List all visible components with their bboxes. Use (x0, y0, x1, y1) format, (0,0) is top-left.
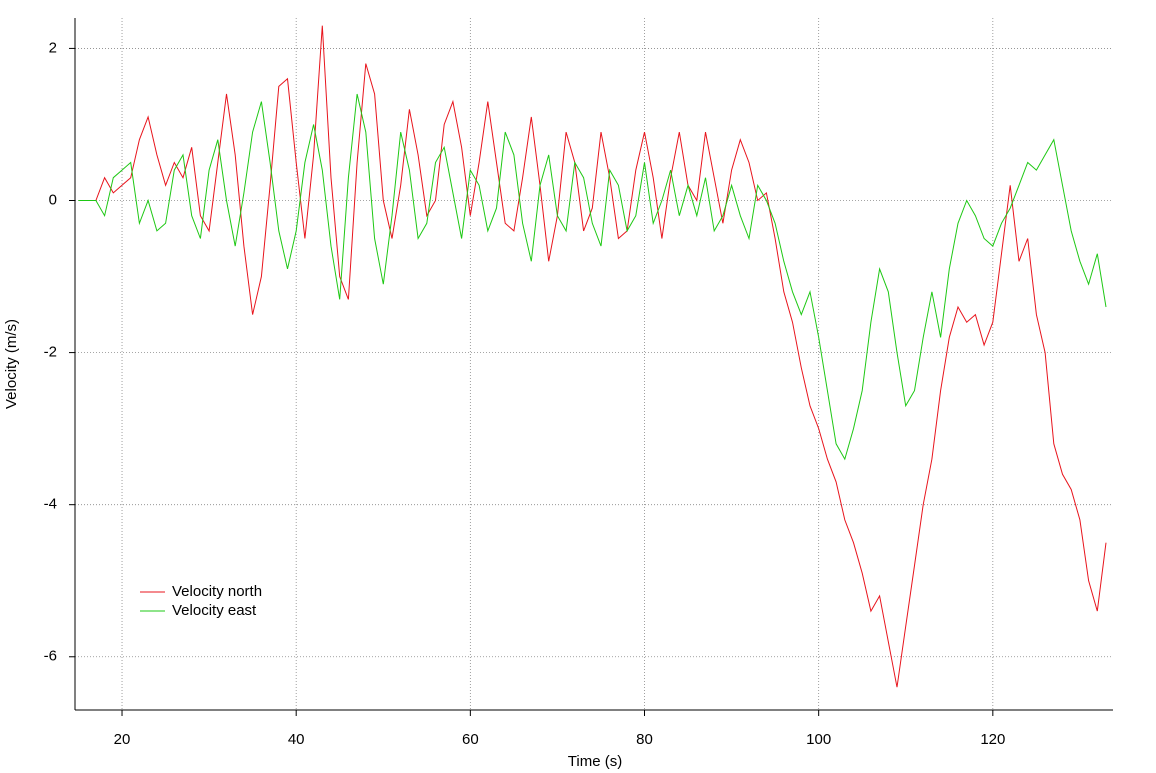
y-tick-label: -6 (44, 648, 57, 665)
x-axis-label: Time (s) (568, 753, 622, 770)
x-tick-label: 20 (114, 731, 131, 748)
y-tick-label: 2 (49, 39, 57, 56)
legend-label: Velocity east (172, 602, 257, 619)
x-tick-label: 80 (636, 731, 653, 748)
y-tick-label: -4 (44, 496, 57, 513)
y-axis-label: Velocity (m/s) (3, 319, 20, 409)
x-tick-label: 100 (806, 731, 831, 748)
data-line (78, 25, 1107, 688)
legend-label: Velocity north (172, 583, 262, 600)
x-tick-label: 40 (288, 731, 305, 748)
y-tick-label: 0 (49, 191, 57, 208)
x-tick-label: 60 (462, 731, 479, 748)
data-line (78, 93, 1107, 461)
x-tick-label: 120 (980, 731, 1005, 748)
y-tick-label: -2 (44, 344, 57, 361)
